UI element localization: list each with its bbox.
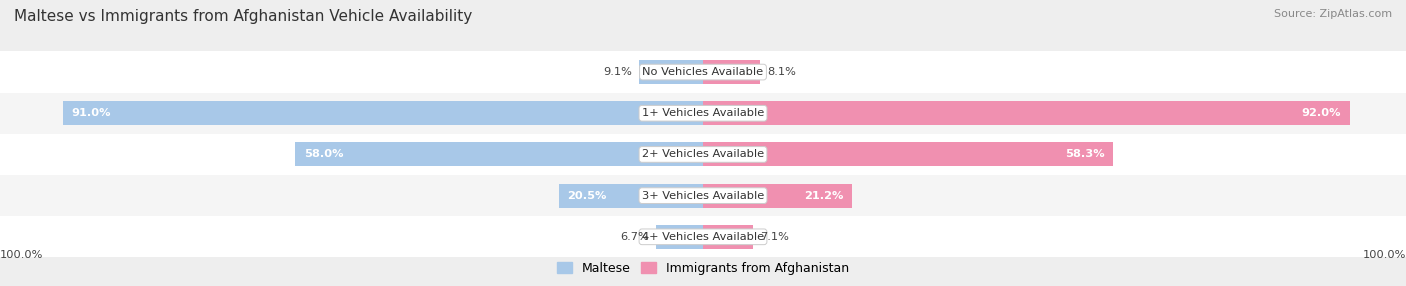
Bar bbox=[640, 60, 703, 84]
Text: 4+ Vehicles Available: 4+ Vehicles Available bbox=[643, 232, 763, 242]
Text: Maltese vs Immigrants from Afghanistan Vehicle Availability: Maltese vs Immigrants from Afghanistan V… bbox=[14, 9, 472, 23]
Text: 8.1%: 8.1% bbox=[768, 67, 796, 77]
Text: 100.0%: 100.0% bbox=[1362, 250, 1406, 260]
Text: 9.1%: 9.1% bbox=[603, 67, 633, 77]
Bar bbox=[655, 225, 703, 249]
Bar bbox=[295, 142, 703, 166]
Text: 1+ Vehicles Available: 1+ Vehicles Available bbox=[643, 108, 763, 118]
Bar bbox=[63, 101, 703, 125]
Text: 100.0%: 100.0% bbox=[0, 250, 44, 260]
Legend: Maltese, Immigrants from Afghanistan: Maltese, Immigrants from Afghanistan bbox=[553, 257, 853, 280]
Text: 6.7%: 6.7% bbox=[620, 232, 650, 242]
Text: No Vehicles Available: No Vehicles Available bbox=[643, 67, 763, 77]
Text: 2+ Vehicles Available: 2+ Vehicles Available bbox=[643, 150, 763, 159]
Bar bbox=[703, 60, 759, 84]
Bar bbox=[703, 225, 754, 249]
Text: 58.3%: 58.3% bbox=[1064, 150, 1105, 159]
Text: 92.0%: 92.0% bbox=[1302, 108, 1341, 118]
Bar bbox=[703, 101, 1350, 125]
Text: 58.0%: 58.0% bbox=[304, 150, 343, 159]
Text: 20.5%: 20.5% bbox=[568, 191, 607, 200]
Bar bbox=[0, 134, 1406, 175]
Bar bbox=[703, 184, 852, 208]
Text: Source: ZipAtlas.com: Source: ZipAtlas.com bbox=[1274, 9, 1392, 19]
Text: 7.1%: 7.1% bbox=[759, 232, 789, 242]
Bar bbox=[560, 184, 703, 208]
Text: 21.2%: 21.2% bbox=[804, 191, 844, 200]
Text: 91.0%: 91.0% bbox=[72, 108, 111, 118]
Bar bbox=[0, 216, 1406, 257]
Bar bbox=[0, 51, 1406, 93]
Bar bbox=[0, 175, 1406, 216]
Bar bbox=[0, 93, 1406, 134]
Text: 3+ Vehicles Available: 3+ Vehicles Available bbox=[643, 191, 763, 200]
Bar bbox=[703, 142, 1114, 166]
